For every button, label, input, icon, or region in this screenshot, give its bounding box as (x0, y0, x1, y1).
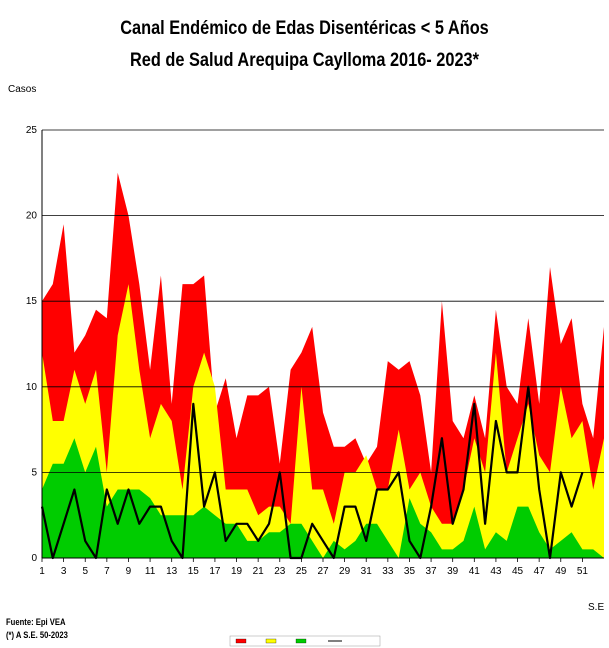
x-tick-label-21: 21 (253, 566, 265, 577)
y-tick-label-15: 15 (26, 296, 38, 307)
x-tick-label-1: 1 (39, 566, 45, 577)
x-tick-label-11: 11 (145, 566, 156, 577)
x-tick-label-43: 43 (490, 566, 502, 577)
y-tick-label-25: 25 (26, 125, 38, 136)
x-tick-label-41: 41 (469, 566, 481, 577)
epidemia-zone-area (42, 172, 604, 559)
x-tick-label-5: 5 (82, 566, 88, 577)
x-tick-label-49: 49 (555, 566, 567, 577)
current-year-line (40, 385, 584, 560)
legend-swatch-alarma (265, 638, 277, 644)
x-tick-label-27: 27 (317, 566, 329, 577)
seguridad-zone-area (42, 438, 604, 558)
x-tick-label-45: 45 (512, 566, 524, 577)
x-tick-label-35: 35 (404, 566, 416, 577)
footer-note: (*) A S.E. 50-2023 (6, 630, 68, 640)
x-tick-label-37: 37 (426, 566, 438, 577)
chart-title-line2: Red de Salud Arequipa Caylloma 2016- 202… (129, 50, 480, 71)
legend-swatch-seguridad (295, 638, 307, 644)
x-tick-label-3: 3 (61, 566, 67, 577)
x-tick-label-47: 47 (534, 566, 546, 577)
chart-title-line1: Canal Endémico de Edas Disentéricas < 5 … (120, 18, 489, 39)
x-tick-label-9: 9 (126, 566, 132, 577)
x-tick-label-13: 13 (166, 566, 178, 577)
y-tick-label-20: 20 (26, 211, 38, 222)
x-tick-label-29: 29 (339, 566, 351, 577)
x-tick-label-39: 39 (447, 566, 459, 577)
x-tick-label-33: 33 (382, 566, 394, 577)
x-tick-label-23: 23 (274, 566, 286, 577)
x-tick-label-51: 51 (577, 566, 589, 577)
y-tick-label-0: 0 (31, 553, 37, 564)
x-tick-label-19: 19 (231, 566, 243, 577)
x-tick-label-15: 15 (188, 566, 200, 577)
x-axis-label: S.E (588, 602, 605, 613)
footer-source: Fuente: Epi VEA (6, 617, 66, 627)
x-tick-label-17: 17 (209, 566, 221, 577)
y-tick-label-10: 10 (26, 382, 38, 393)
y-tick-label-5: 5 (31, 467, 37, 478)
x-tick-label-7: 7 (104, 566, 110, 577)
y-axis-label: Casos (8, 84, 37, 95)
legend-swatch-epidemia (235, 638, 247, 644)
x-tick-label-31: 31 (361, 566, 373, 577)
x-tick-label-25: 25 (296, 566, 308, 577)
